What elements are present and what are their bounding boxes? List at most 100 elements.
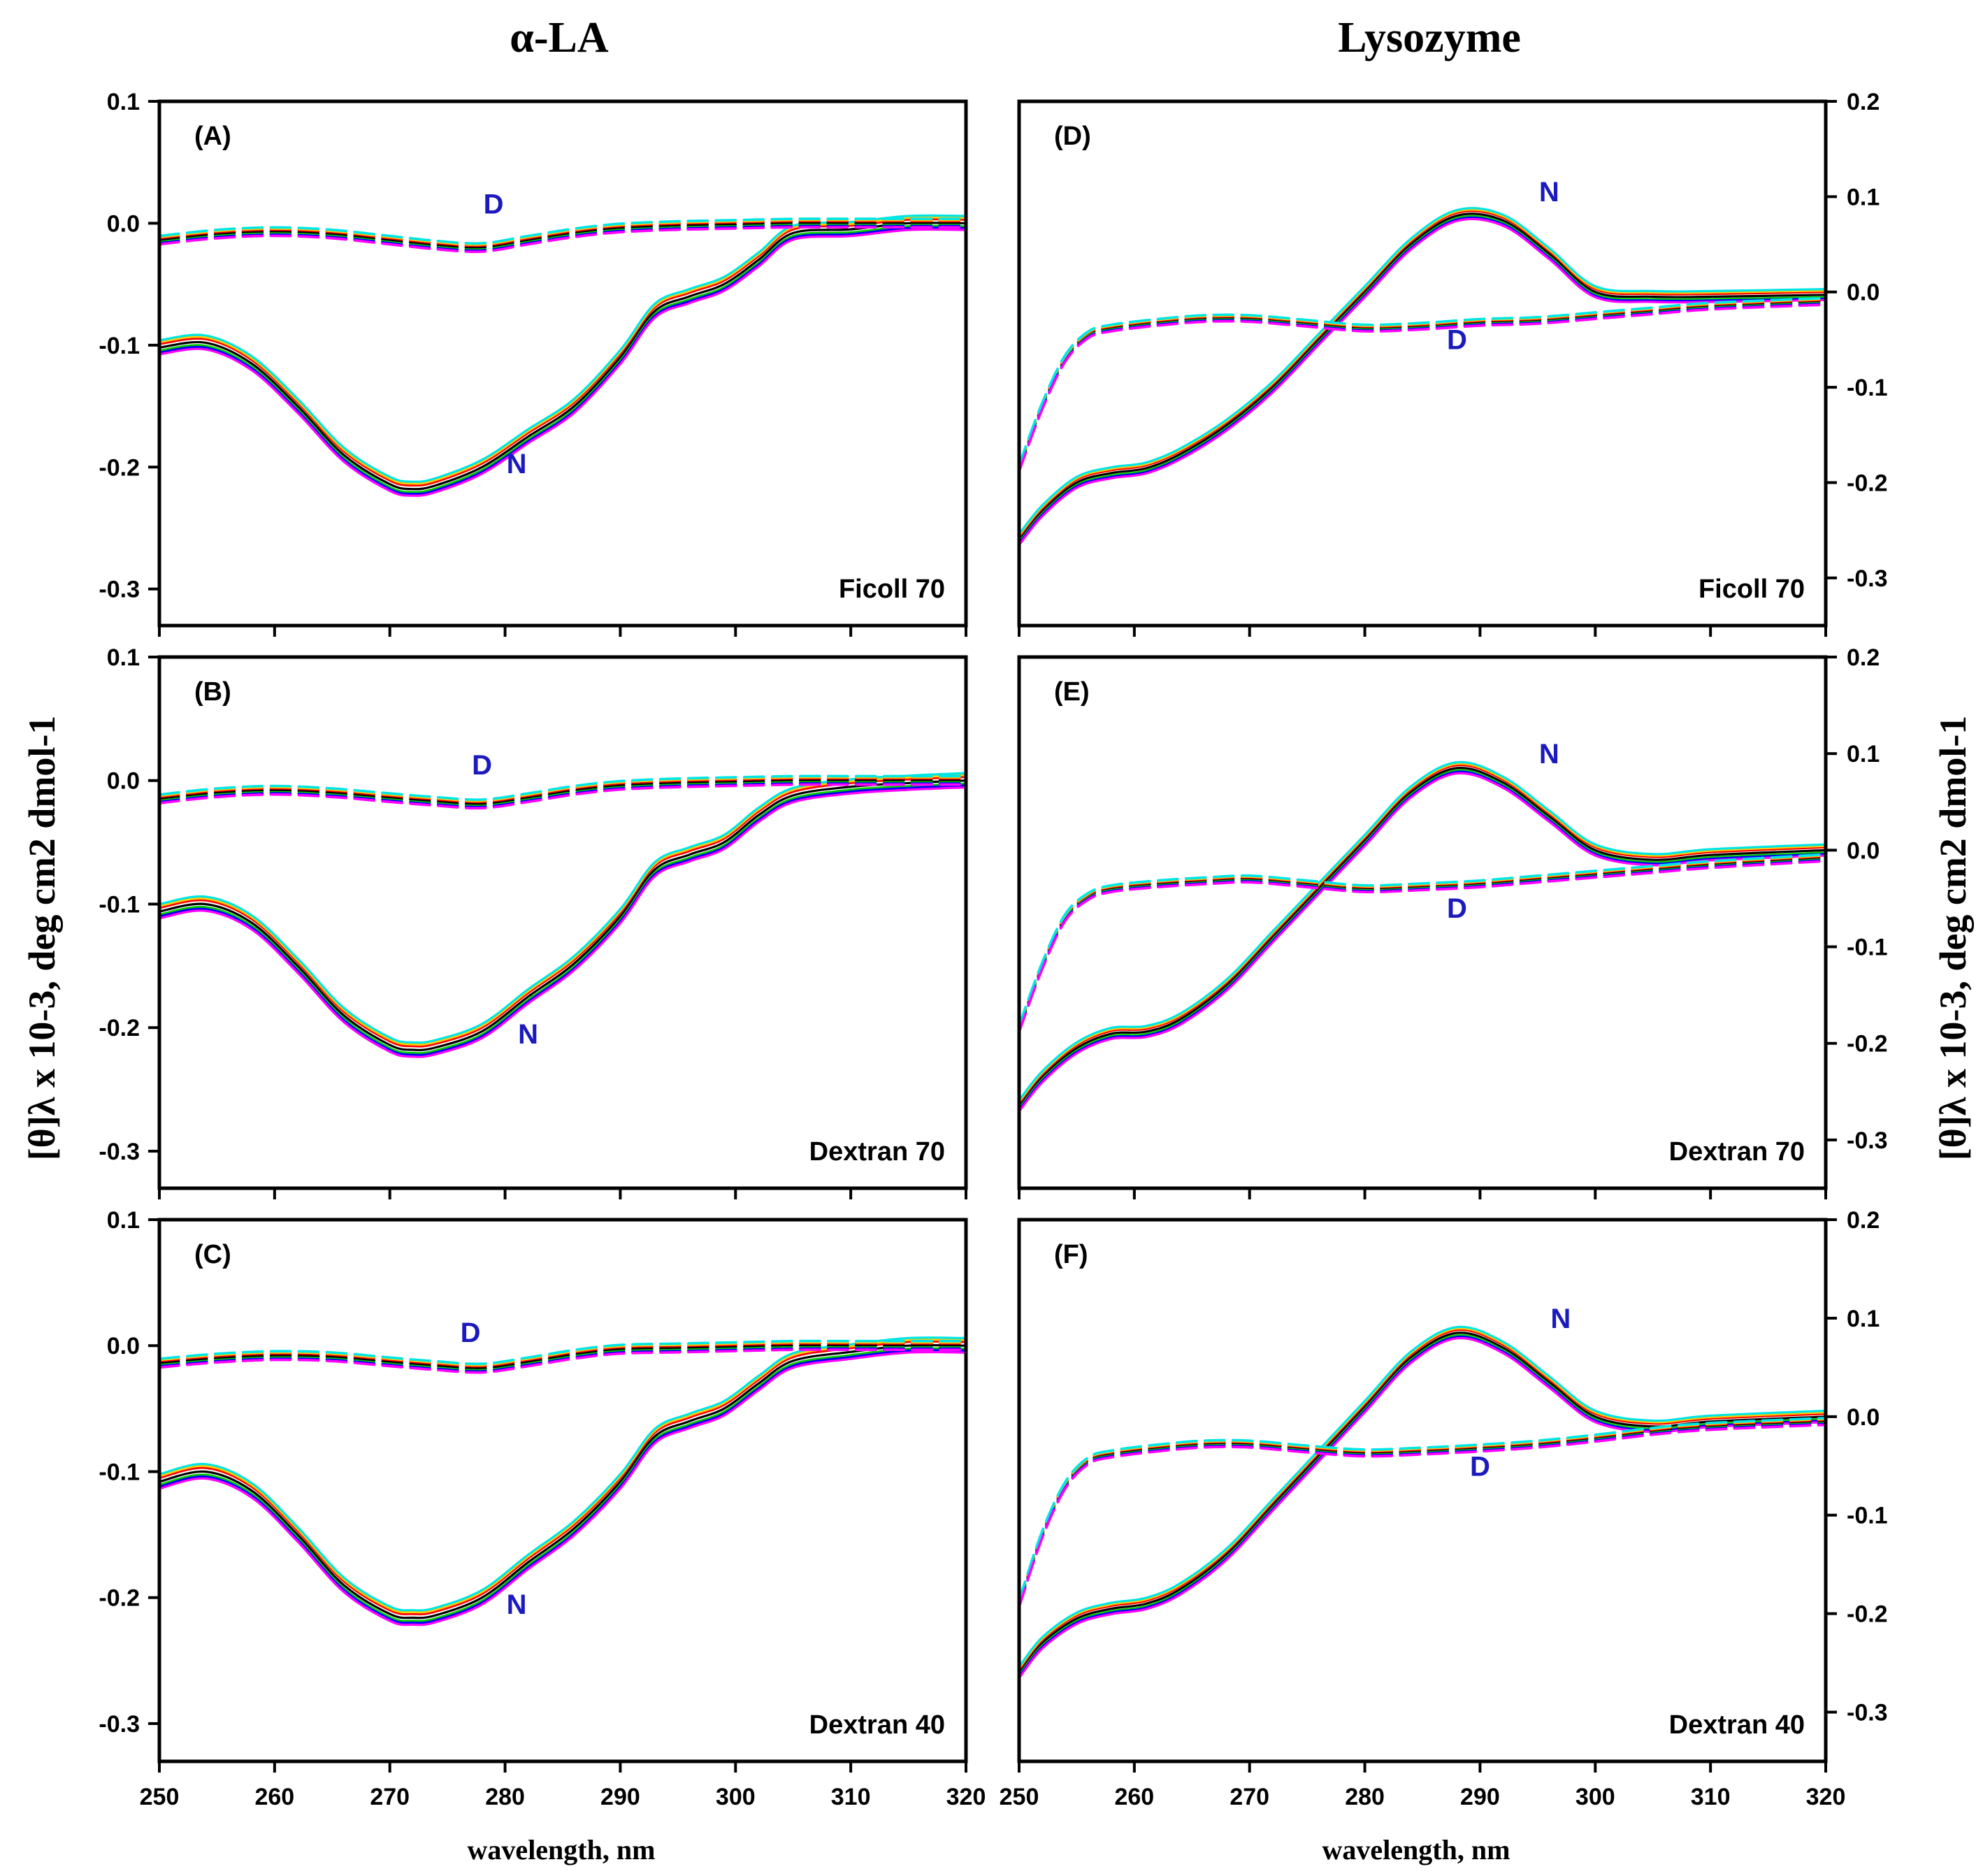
x-tick-label: 280 <box>485 1784 525 1810</box>
panel-label: (A) <box>194 122 231 151</box>
series-n-trace-5 <box>1019 770 1826 1111</box>
series-n-trace-2 <box>159 1340 966 1615</box>
condition-label: Dextran 70 <box>809 1137 945 1167</box>
y-tick-label: -0.3 <box>99 577 140 603</box>
series-d-trace-1 <box>159 222 966 250</box>
series-n-trace-6 <box>159 1336 966 1612</box>
y-tick-label: 0.2 <box>1847 644 1880 671</box>
y-tick-label: -0.3 <box>1847 1127 1888 1154</box>
x-tick-label: 250 <box>1000 1784 1039 1810</box>
y-tick-label: 0.0 <box>1847 837 1880 864</box>
y-tick-label: -0.1 <box>99 891 140 918</box>
x-tick-label: 270 <box>370 1784 410 1810</box>
series-n-trace-1 <box>159 779 966 1051</box>
panel-f: 0.2 0.1 0.0 -0.1 -0.2 -0.3 250 260 270 280 290 300 3… <box>1000 1207 1888 1810</box>
x-tick-label: 280 <box>1345 1784 1385 1810</box>
x-tick-label: 270 <box>1230 1784 1269 1810</box>
annotation-d: D <box>461 1318 481 1348</box>
series-n-trace-3 <box>159 1347 966 1622</box>
panel-label: (D) <box>1054 122 1091 151</box>
panel-a: 0.1 0.0 -0.1 -0.2 -0.3 (A) Ficoll 70 D N <box>99 89 968 637</box>
panel-label: (B) <box>194 677 231 707</box>
x-tick-label: 300 <box>1575 1784 1615 1810</box>
condition-label: Dextran 40 <box>1669 1710 1805 1740</box>
x-tick-label: 310 <box>1691 1784 1731 1810</box>
y-axis-label-left: [θ]λ x 10-3, deg cm2 dmol-1 <box>21 716 63 1161</box>
y-tick-label: 0.0 <box>1847 1404 1880 1431</box>
panels: 0.1 0.0 -0.1 -0.2 -0.3 (A) Ficoll 70 D N 0.1 0.0 -0… <box>99 89 1887 1810</box>
series-n-trace-1 <box>1019 767 1826 1108</box>
series-n-trace-4 <box>1019 762 1826 1103</box>
y-tick-label: -0.2 <box>99 1015 140 1041</box>
series-n-trace-2 <box>159 775 966 1048</box>
series-n-trace-7 <box>159 786 966 1058</box>
condition-label: Ficoll 70 <box>839 575 945 604</box>
y-tick-label: -0.1 <box>99 1459 140 1485</box>
y-tick-label: -0.2 <box>1847 470 1888 496</box>
series-n-trace-1 <box>159 222 966 491</box>
series-n-trace-3 <box>159 782 966 1055</box>
y-tick-label: -0.2 <box>1847 1031 1888 1058</box>
annotation-d: D <box>472 750 492 781</box>
y-tick-label: 0.1 <box>107 1207 140 1234</box>
x-axis-label-right: wavelength, nm <box>1322 1834 1510 1866</box>
x-tick-label: 290 <box>1460 1784 1500 1810</box>
y-tick-label: -0.2 <box>1847 1601 1888 1628</box>
series-d-trace-6 <box>1019 296 1826 466</box>
annotation-d: D <box>1447 893 1467 924</box>
series-d-trace-6 <box>1019 853 1826 1027</box>
annotation-n: N <box>518 1019 538 1050</box>
plot-frame <box>157 655 968 1190</box>
series-d-trace-6 <box>159 217 966 245</box>
curves <box>1019 207 1826 547</box>
annotation-d: D <box>1470 1451 1490 1482</box>
y-tick-label: -0.1 <box>1847 935 1888 961</box>
col-title-lysozyme: Lysozyme <box>1338 14 1521 62</box>
series-d-trace-7 <box>1019 1423 1826 1608</box>
y-tick-label: 0.1 <box>1847 741 1880 767</box>
series-n-trace-6 <box>159 214 966 483</box>
series-n-trace-1 <box>1019 212 1826 541</box>
y-tick-label: -0.2 <box>99 454 140 481</box>
x-tick-label: 260 <box>254 1784 294 1810</box>
series-n-trace-3 <box>159 224 966 493</box>
series-n-trace-6 <box>1019 207 1826 535</box>
series-n-trace-7 <box>1019 1336 1826 1680</box>
y-tick-label: 0.1 <box>1847 1306 1880 1332</box>
series-d-trace-1 <box>159 779 966 806</box>
series-n-trace-7 <box>159 228 966 497</box>
series-d-trace-7 <box>159 226 966 254</box>
series-n-trace-2 <box>1019 763 1826 1104</box>
y-tick-label: -0.1 <box>1847 1503 1888 1529</box>
series-d-trace-7 <box>159 1348 966 1374</box>
series-n-trace-7 <box>1019 772 1826 1113</box>
x-tick-label: 310 <box>831 1784 871 1810</box>
condition-label: Ficoll 70 <box>1699 575 1805 604</box>
series-d-trace-6 <box>159 774 966 801</box>
x-tick-label: 290 <box>600 1784 640 1810</box>
panel-c: 0.1 0.0 -0.1 -0.2 -0.3 250 260 270 280 290 300 310 3… <box>99 1207 986 1810</box>
annotation-d: D <box>484 189 504 219</box>
y-tick-label: 0.0 <box>1847 280 1880 306</box>
series-d-trace-1 <box>159 1344 966 1370</box>
panel-d: 0.2 0.1 0.0 -0.1 -0.2 -0.3 (D) Ficoll 70 N D <box>1017 89 1888 637</box>
panel-label: (C) <box>194 1240 231 1269</box>
y-tick-label: -0.1 <box>99 333 140 359</box>
series-n-trace-1 <box>159 1343 966 1619</box>
series-n-trace-4 <box>159 1338 966 1614</box>
curves <box>1019 1325 1826 1680</box>
plot-frame <box>1017 655 1828 1190</box>
series-n-trace-2 <box>159 217 966 487</box>
y-tick-label: 0.2 <box>1847 89 1880 115</box>
plot-frame <box>157 1218 968 1763</box>
series-n-trace-2 <box>1019 210 1826 538</box>
y-tick-label: -0.3 <box>99 1139 140 1165</box>
series-d-trace-5 <box>1019 1422 1826 1608</box>
plot-frame <box>157 99 968 628</box>
series-n-trace-1 <box>1019 1332 1826 1674</box>
series-n-trace-3 <box>1019 1334 1826 1677</box>
panel-label: (E) <box>1054 677 1090 707</box>
y-tick-label: -0.2 <box>99 1585 140 1612</box>
col-title-ala: α-LA <box>510 14 609 62</box>
y-tick-label: 0.1 <box>107 644 140 671</box>
